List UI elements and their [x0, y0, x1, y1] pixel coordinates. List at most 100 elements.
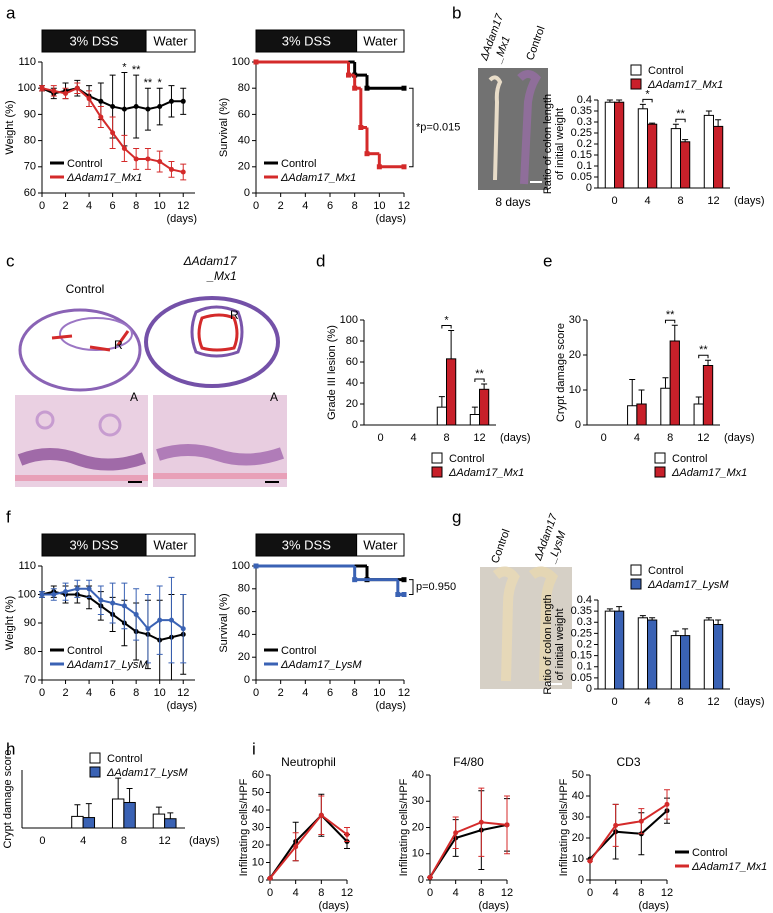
banner-label: Water	[153, 537, 188, 552]
x-tick-label: 10	[373, 687, 385, 699]
x-axis-label: (days)	[166, 213, 197, 225]
point	[133, 156, 139, 162]
point	[267, 875, 273, 881]
point	[110, 104, 116, 110]
y-tick-label: 60	[346, 356, 358, 368]
x-axis-label: (days)	[375, 700, 406, 712]
significance-label: *	[122, 61, 127, 73]
bar	[636, 403, 647, 426]
y-axis-label: Survival (%)	[218, 98, 230, 157]
legend-swatch	[630, 64, 642, 76]
bar	[647, 123, 658, 189]
point	[253, 59, 259, 65]
y-tick-label: 0	[258, 874, 264, 886]
x-tick-label: 4	[302, 687, 308, 699]
banner-label: Water	[363, 33, 398, 48]
significance-label: p=0.950	[416, 581, 456, 593]
significance-label: *p=0.015	[416, 121, 460, 133]
banner-label: 3% DSS	[282, 33, 331, 48]
bar	[479, 388, 490, 426]
y-tick-label: 0.15	[571, 650, 592, 662]
x-tick-label: 12	[398, 687, 410, 699]
x-tick-label: 12	[177, 200, 189, 212]
error-bar	[715, 119, 722, 127]
y-tick-label: 0	[352, 419, 358, 431]
significance-bracket	[409, 579, 414, 595]
legend-swatch	[431, 466, 443, 478]
legend-swatch	[630, 578, 642, 590]
point	[180, 626, 186, 632]
x-tick-label: 0	[253, 687, 259, 699]
bar	[469, 414, 481, 426]
y-tick-label: 0.15	[571, 149, 592, 161]
y-axis-label: Infiltrating cells/HPF	[558, 778, 570, 876]
region-marker: A	[130, 390, 138, 404]
point	[110, 130, 116, 136]
x-tick-label: 8	[667, 432, 673, 444]
point	[364, 85, 370, 91]
error-bar	[672, 123, 679, 129]
y-tick-label: 0	[578, 874, 584, 886]
error-bar	[606, 608, 613, 612]
x-axis-label: (days)	[724, 432, 755, 444]
point	[180, 169, 186, 175]
legend-label: ΔAdam17_Mx1	[647, 79, 723, 91]
x-tick-label: 6	[110, 200, 116, 212]
x-tick-label: 4	[302, 200, 308, 212]
point	[180, 98, 186, 104]
error-bar	[671, 324, 678, 341]
x-tick-label: 8	[121, 835, 127, 847]
error-bar	[606, 99, 613, 103]
bar	[604, 610, 616, 690]
point	[253, 563, 259, 569]
x-tick-label: 12	[707, 696, 719, 708]
point	[157, 617, 163, 623]
y-axis-label: Weight (%)	[4, 596, 16, 650]
bar	[713, 125, 724, 189]
y-tick-label: 0.35	[571, 605, 592, 617]
legend-label: Control	[692, 847, 727, 859]
bar	[693, 403, 704, 426]
panel-label: g	[452, 507, 461, 526]
bar	[713, 623, 724, 690]
y-tick-label: 100	[340, 314, 358, 326]
error-bar	[616, 99, 623, 103]
point	[427, 874, 433, 880]
x-tick-label: 4	[613, 887, 619, 899]
x-axis-label: (days)	[318, 900, 349, 912]
legend-label: ΔAdam17_Mx1	[671, 467, 747, 479]
bar	[670, 635, 682, 690]
panel-label: a	[6, 3, 16, 22]
y-tick-label: 60	[24, 187, 36, 199]
y-tick-label: 30	[412, 795, 424, 807]
bar	[680, 141, 691, 189]
y-tick-label: 110	[18, 560, 36, 572]
panel-label: e	[543, 251, 552, 270]
x-tick-label: 8	[638, 887, 644, 899]
y-axis-label: Weight (%)	[4, 100, 16, 154]
error-bar	[126, 788, 133, 803]
error-bar	[715, 619, 722, 625]
y-axis-label: Crypt damage score	[2, 749, 14, 848]
x-tick-label: 0	[267, 887, 273, 899]
legend-label: ΔAdam17_LysM	[647, 579, 729, 591]
point	[376, 164, 382, 170]
x-tick-label: 4	[293, 887, 299, 899]
x-tick-label: 10	[373, 200, 385, 212]
bar	[152, 813, 166, 829]
significance-bracket	[474, 378, 485, 383]
point	[401, 592, 407, 597]
y-axis-label: Ratio of colon length	[542, 594, 554, 694]
x-tick-label: 0	[611, 195, 617, 207]
x-tick-label: 0	[611, 696, 617, 708]
legend-label: Control	[281, 158, 316, 170]
bar	[82, 817, 96, 829]
x-tick-label: 8	[352, 687, 358, 699]
significance-label: **	[666, 309, 675, 321]
x-tick-label: 8	[478, 887, 484, 899]
panel-label: b	[452, 3, 461, 22]
error-bar	[629, 379, 636, 406]
legend-label: ΔAdam17_Mx1	[280, 172, 356, 184]
point	[121, 106, 127, 112]
